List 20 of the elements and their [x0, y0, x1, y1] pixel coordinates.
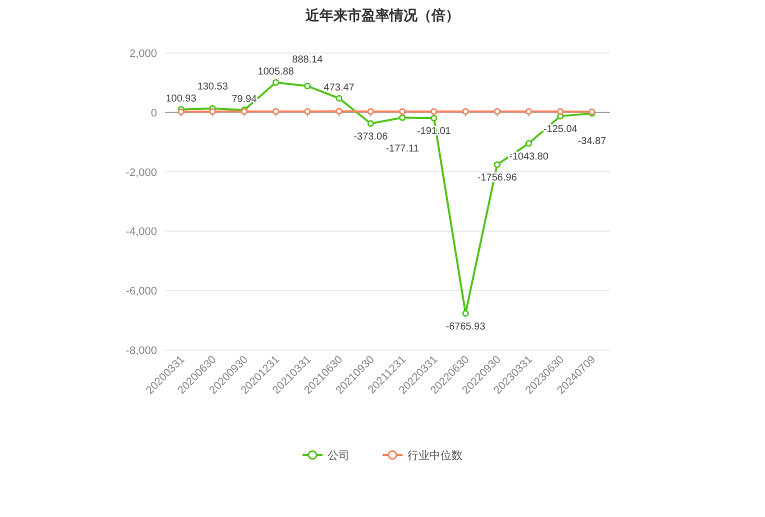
data-label: 473.47: [324, 82, 355, 94]
data-label: 100.93: [166, 93, 197, 104]
y-tick-label: -2,000: [126, 166, 157, 179]
data-label: -177.11: [386, 143, 420, 154]
data-label: -373.06: [354, 131, 388, 142]
y-tick-label: 0: [150, 107, 157, 120]
data-label: 888.14: [292, 54, 324, 66]
y-tick-label: -6,000: [126, 286, 157, 298]
data-label: -1043.80: [509, 151, 549, 162]
data-label: 79.94: [232, 94, 258, 106]
data-label: 130.53: [197, 81, 228, 92]
legend-label: 行业中位数: [408, 449, 462, 462]
y-tick-label: 2,000: [129, 48, 157, 60]
y-tick-label: -4,000: [126, 226, 157, 238]
y-tick-label: -8,000: [126, 345, 157, 357]
data-label: -34.87: [578, 136, 607, 148]
data-label: 1005.88: [258, 66, 294, 78]
data-label: -6765.93: [446, 321, 486, 332]
legend-label: 公司: [328, 450, 350, 462]
chart-title: 近年来市盈率情况（倍）: [304, 7, 460, 23]
